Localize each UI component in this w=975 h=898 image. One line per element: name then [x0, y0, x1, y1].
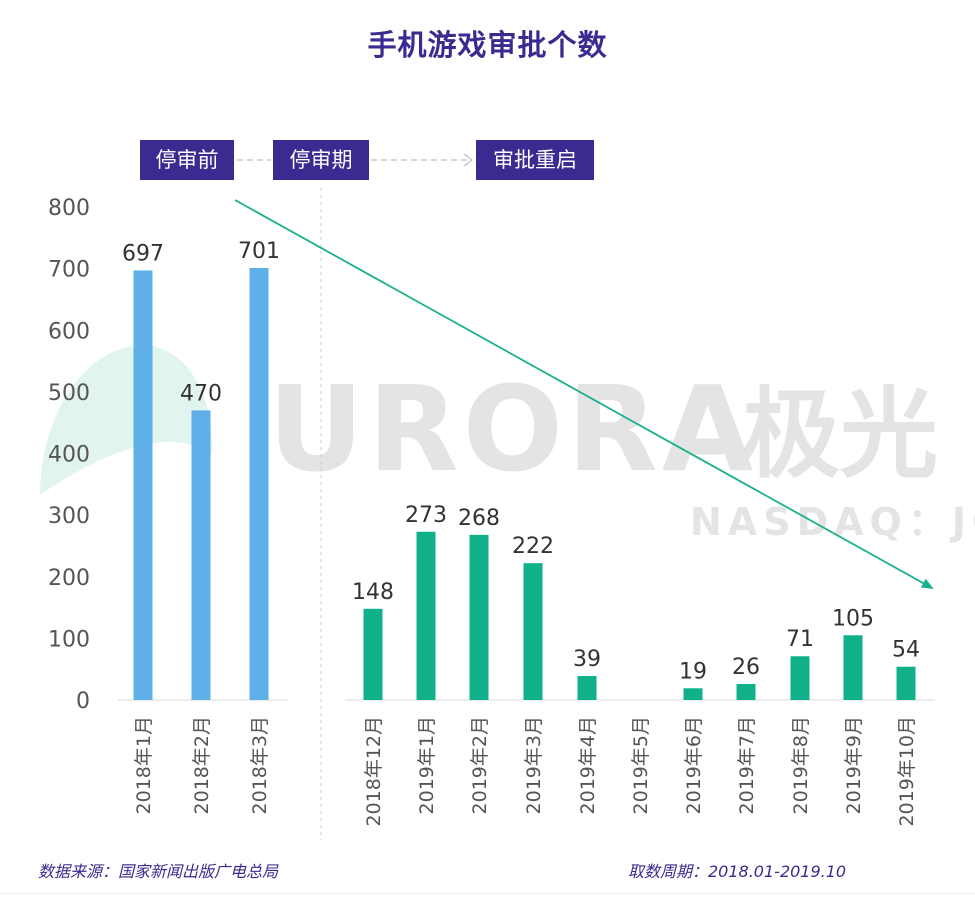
y-tick-label: 700: [48, 258, 90, 283]
data-label: 39: [573, 647, 601, 672]
data-label: 222: [512, 534, 554, 559]
data-label: 26: [732, 655, 760, 680]
phase-label-restart: 审批重启: [476, 140, 594, 180]
footer-period: 取数周期：2018.01-2019.10: [628, 862, 847, 881]
watermark-logo-icon: [40, 345, 213, 495]
x-tick-label: 2019年4月: [577, 716, 599, 814]
y-tick-label: 100: [48, 627, 90, 652]
data-label: 273: [405, 503, 447, 528]
footer-divider: [0, 893, 975, 894]
x-tick-label: 2019年9月: [843, 716, 865, 814]
x-tick-label: 2019年2月: [469, 716, 491, 814]
data-label: 71: [786, 627, 814, 652]
watermark-brand: URORA: [268, 360, 757, 498]
x-tick-label: 2019年8月: [790, 716, 812, 814]
y-tick-label: 400: [48, 443, 90, 468]
data-label: 54: [892, 638, 920, 663]
bar: [133, 270, 153, 700]
phase-label-halt: 停审期: [273, 140, 369, 180]
phase-arrow-2-head: [463, 153, 474, 167]
watermark: URORA 极光 NASDAQ：JG: [40, 345, 975, 544]
data-label: 268: [458, 506, 500, 531]
data-label: 148: [352, 580, 394, 605]
data-label: 19: [679, 659, 707, 684]
bar: [577, 675, 597, 700]
phase-label-before: 停审前: [140, 140, 234, 180]
x-tick-label: 2018年1月: [133, 716, 155, 814]
y-tick-label: 300: [48, 504, 90, 529]
x-tick-label: 2019年1月: [416, 716, 438, 814]
x-tick-label: 2019年7月: [736, 716, 758, 814]
x-tick-label: 2019年10月: [896, 716, 918, 827]
watermark-brand-cn: 极光: [742, 378, 938, 492]
bar: [416, 531, 436, 700]
x-tick-label: 2018年3月: [249, 716, 271, 814]
trend-arrow: [234, 199, 934, 589]
data-label: 105: [832, 606, 874, 631]
bar: [896, 666, 916, 700]
x-tick-label: 2018年2月: [191, 716, 213, 814]
bar: [683, 688, 703, 700]
chart-title: 手机游戏审批个数: [367, 28, 608, 62]
bar: [191, 410, 211, 700]
x-tick-label: 2019年3月: [523, 716, 545, 814]
bar: [736, 683, 756, 700]
data-label: 697: [122, 241, 164, 266]
bar: [469, 534, 489, 700]
bar: [249, 268, 269, 700]
bar: [363, 608, 383, 700]
y-tick-label: 500: [48, 381, 90, 406]
y-tick-label: 600: [48, 319, 90, 344]
watermark-ticker: NASDAQ：JG: [690, 500, 975, 544]
data-label: 470: [180, 381, 222, 406]
bar: [843, 635, 863, 700]
bar: [523, 563, 543, 700]
y-tick-label: 800: [48, 196, 90, 221]
x-tick-label: 2018年12月: [363, 716, 385, 827]
bar: [790, 656, 810, 700]
x-tick-label: 2019年5月: [630, 716, 652, 814]
y-tick-label: 0: [76, 689, 90, 714]
data-label: 701: [238, 239, 280, 264]
x-tick-label: 2019年6月: [683, 716, 705, 814]
footer-source: 数据来源：国家新闻出版广电总局: [38, 862, 279, 881]
y-tick-label: 200: [48, 566, 90, 591]
